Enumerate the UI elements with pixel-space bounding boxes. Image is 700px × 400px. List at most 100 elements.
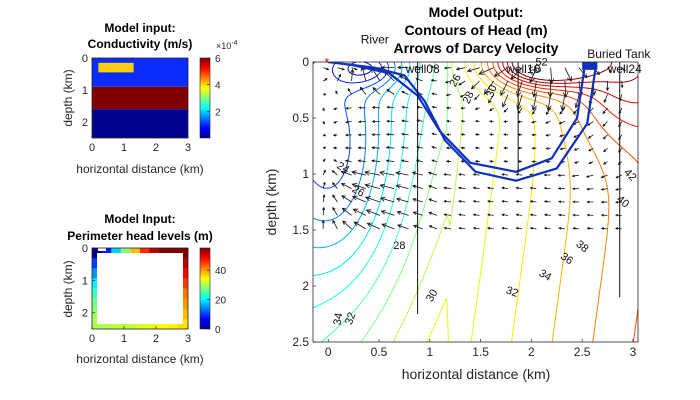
- darcy-arrow: [428, 211, 438, 216]
- darcy-arrow: [322, 121, 325, 125]
- darcy-arrow: [397, 65, 409, 70]
- darcy-arrow: [572, 200, 580, 204]
- darcy-arrow: [353, 221, 367, 230]
- darcy-arrow: [487, 186, 494, 190]
- darcy-arrow: [351, 183, 366, 189]
- perimeter-right-cell: [183, 258, 188, 269]
- darcy-arrow: [345, 133, 352, 137]
- output-ytick-label: 0: [302, 55, 309, 69]
- darcy-arrow: [515, 200, 523, 203]
- darcy-arrow: [427, 185, 438, 189]
- darcy-arrow: [322, 169, 326, 176]
- darcy-arrow: [489, 120, 494, 123]
- perimeter-colorbar-tick-label: 0: [215, 325, 221, 336]
- darcy-arrow: [489, 133, 494, 136]
- contour-label: 36: [558, 250, 575, 267]
- darcy-arrow: [341, 207, 352, 216]
- darcy-arrow: [472, 200, 480, 203]
- darcy-arrow: [572, 213, 580, 217]
- darcy-arrow: [529, 226, 537, 230]
- darcy-arrow: [322, 181, 326, 189]
- darcy-arrow: [488, 94, 495, 104]
- darcy-arrow: [615, 227, 622, 230]
- conductivity-panel: Model input: Conductivity (m/s) 0 1 2 3 0 1 2 …: [61, 21, 238, 176]
- conductivity-colorbar-ticks: 2 4 6: [207, 54, 221, 118]
- darcy-arrow: [400, 146, 409, 149]
- perimeter-bottom-cell: [156, 324, 168, 329]
- darcy-arrow: [458, 213, 466, 217]
- perimeter-ticks: 0 1 2 3 0 1 2: [82, 243, 191, 345]
- perimeter-ytick-label: 2: [82, 308, 88, 320]
- darcy-arrow: [543, 226, 551, 230]
- darcy-arrow: [446, 119, 452, 123]
- darcy-arrow: [531, 120, 537, 124]
- darcy-arrow: [602, 121, 608, 127]
- darcy-arrow: [621, 67, 626, 72]
- darcy-arrow: [557, 187, 565, 190]
- darcy-arrow: [400, 159, 409, 163]
- darcy-arrow: [396, 210, 409, 216]
- darcy-arrow: [531, 94, 537, 111]
- darcy-arrow: [585, 174, 594, 178]
- darcy-arrow: [503, 107, 509, 113]
- darcy-arrow: [385, 159, 395, 163]
- perimeter-bottom-cell: [92, 324, 104, 329]
- darcy-arrow: [557, 174, 565, 177]
- darcy-arrow: [345, 120, 352, 124]
- conductivity-ytick-label: 2: [82, 117, 88, 129]
- perimeter-colorbar: [199, 247, 211, 330]
- darcy-arrow: [543, 173, 551, 177]
- darcy-arrow: [341, 195, 352, 203]
- darcy-arrow: [486, 213, 494, 217]
- darcy-arrow: [322, 193, 326, 203]
- conductivity-axes-frame: [91, 57, 189, 139]
- darcy-arrow: [474, 119, 480, 123]
- darcy-arrow: [401, 132, 409, 136]
- darcy-arrow: [458, 200, 466, 203]
- perimeter-left-cell: [92, 248, 97, 259]
- darcy-arrow: [515, 226, 523, 230]
- perimeter-bottom-cell: [113, 324, 125, 329]
- perimeter-top-cell: [168, 248, 179, 253]
- darcy-arrow: [474, 160, 480, 163]
- darcy-arrow: [615, 174, 622, 179]
- darcy-arrow: [587, 121, 594, 126]
- darcy-arrow: [474, 94, 480, 101]
- darcy-arrow: [412, 224, 423, 230]
- darcy-arrow: [600, 227, 608, 230]
- darcy-arrow: [443, 226, 452, 230]
- output-ytick-label: 1: [302, 167, 309, 181]
- conductivity-region: [92, 109, 188, 138]
- conductivity-xtick-label: 3: [185, 142, 191, 154]
- darcy-arrow: [588, 147, 594, 152]
- perimeter-top-cell: [92, 248, 103, 253]
- darcy-arrow: [586, 227, 594, 230]
- perimeter-panel: Model Input: Perimeter head levels (m) 0…: [61, 212, 227, 366]
- head-contour-line: [321, 62, 436, 342]
- darcy-arrow: [460, 119, 466, 123]
- darcy-arrow: [357, 133, 366, 137]
- conductivity-title-line1: Model input:: [104, 21, 175, 35]
- darcy-arrow: [371, 119, 381, 123]
- darcy-arrow: [431, 159, 438, 163]
- contour-label: 28: [393, 240, 405, 252]
- perimeter-xtick-label: 2: [153, 333, 159, 345]
- darcy-arrow: [544, 121, 551, 124]
- darcy-arrow: [445, 93, 452, 97]
- darcy-arrow: [323, 67, 330, 71]
- output-ytick-label: 2.5: [292, 335, 309, 349]
- conductivity-colorbar-tick-label: 2: [215, 107, 221, 118]
- darcy-arrow: [386, 119, 395, 123]
- darcy-arrow: [510, 67, 523, 80]
- perimeter-top-cell: [101, 248, 112, 253]
- darcy-arrow: [574, 94, 580, 109]
- darcy-arrow: [380, 210, 395, 216]
- perimeter-top-cell: [130, 248, 141, 253]
- darcy-arrow: [358, 106, 366, 110]
- darcy-arrow: [489, 146, 494, 150]
- darcy-arrow: [443, 66, 452, 70]
- darcy-arrow: [458, 80, 466, 86]
- darcy-arrow: [323, 133, 327, 137]
- output-xtick-label: 0: [325, 345, 332, 359]
